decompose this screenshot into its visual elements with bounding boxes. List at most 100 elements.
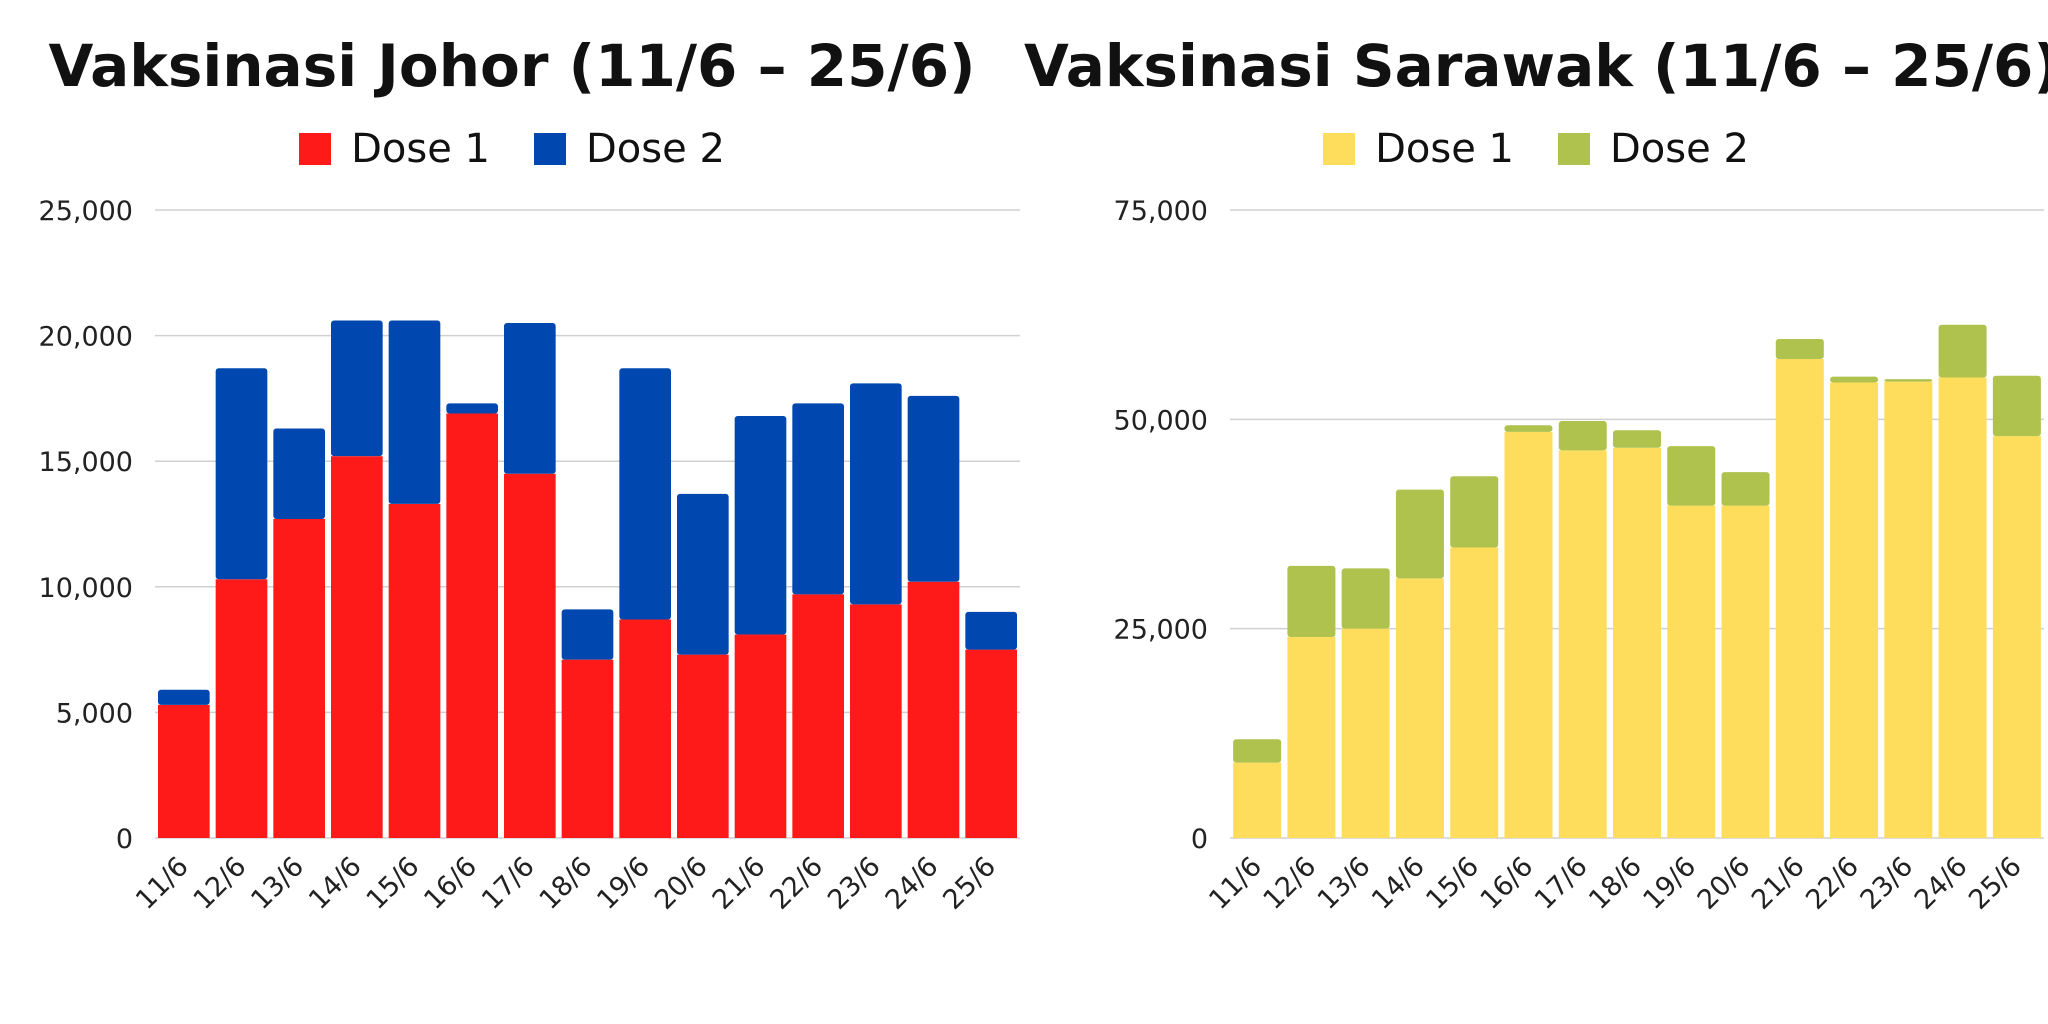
bar-dose-1 (388, 503, 441, 838)
x-tick-label: 21/6 (707, 851, 772, 916)
bar-dose-1 (273, 518, 325, 838)
x-tick-label: 18/6 (534, 851, 599, 916)
legend-swatch (1323, 133, 1356, 165)
x-tick-label: 21/6 (1746, 851, 1811, 916)
x-tick-label: 12/6 (188, 851, 253, 916)
legend-label: Dose 1 (1375, 126, 1514, 172)
y-tick-label: 25,000 (39, 196, 133, 227)
bar-dose-2 (907, 395, 960, 582)
bar-dose-2 (1558, 421, 1607, 451)
x-tick-label: 25/6 (937, 851, 1002, 916)
bar-dose-2 (1341, 568, 1390, 629)
johor-plot-area: 0 5,000 10,000 15,000 20,000 25,000 11/612/613… (39, 196, 1020, 916)
bar-dose-2 (1287, 565, 1336, 638)
x-tick-label: 17/6 (476, 851, 541, 916)
bar-dose-2 (1613, 430, 1661, 448)
bar-dose-1 (965, 649, 1017, 838)
bar-dose-2 (561, 609, 614, 660)
bar-dose-1 (792, 594, 844, 838)
sarawak-chart-panel: Vaksinasi Sarawak (11/6 – 25/6) Dose 1 D… (1024, 0, 2048, 1024)
bar-dose-1 (1992, 436, 2041, 838)
bar-dose-2 (734, 415, 787, 635)
legend-label: Dose 2 (1610, 126, 1749, 172)
legend-swatch (299, 133, 332, 165)
bar-dose-1 (850, 604, 902, 838)
x-tick-label: 22/6 (764, 851, 829, 916)
bar-dose-2 (1721, 472, 1770, 506)
bar-dose-1 (504, 473, 556, 838)
y-tick-label: 5,000 (56, 698, 133, 729)
bar-dose-1 (677, 654, 729, 838)
x-tick-label: 20/6 (649, 851, 714, 916)
sarawak-plot-area: 025,00050,00075,00011/612/613/614/615/61… (1114, 196, 2044, 916)
chart-legend: Dose 1 Dose 2 (1024, 126, 2048, 172)
x-tick-label: 25/6 (1963, 851, 2028, 916)
bar-dose-1 (561, 659, 614, 838)
bar-dose-2 (446, 403, 498, 414)
x-tick-label: 23/6 (1854, 851, 1919, 916)
chart-title: Vaksinasi Sarawak (11/6 – 25/6) (1024, 32, 2048, 100)
y-tick-label: 50,000 (1114, 405, 1208, 436)
x-tick-label: 13/6 (245, 851, 310, 916)
bar-dose-2 (1938, 324, 1987, 378)
legend-swatch (534, 133, 566, 165)
bar-dose-1 (1341, 628, 1390, 838)
bar-dose-2 (273, 428, 325, 519)
bar-dose-2 (1450, 476, 1499, 548)
bar-dose-2 (215, 368, 268, 580)
bar-dose-2 (388, 320, 441, 504)
x-tick-label: 11/6 (1203, 851, 1268, 916)
bar-dose-1 (1450, 547, 1499, 838)
legend-item-dose-1: Dose 1 (299, 126, 490, 172)
x-tick-label: 24/6 (1909, 851, 1974, 916)
bar-dose-2 (792, 403, 844, 595)
bar-dose-1 (1395, 578, 1444, 838)
bar-dose-2 (1395, 489, 1444, 579)
y-tick-label: 75,000 (1114, 196, 1208, 227)
legend-label: Dose 2 (586, 126, 725, 172)
bar-dose-1 (1775, 359, 1824, 838)
bar-dose-2 (1775, 338, 1824, 360)
x-tick-label: 18/6 (1583, 851, 1648, 916)
x-tick-label: 11/6 (130, 851, 195, 916)
bar-dose-2 (677, 493, 729, 655)
bar-dose-1 (1558, 450, 1607, 838)
legend-item-dose-1: Dose 1 (1323, 126, 1514, 172)
bar-dose-1 (1504, 431, 1553, 838)
bar-dose-1 (734, 634, 787, 838)
bar-dose-2 (158, 689, 210, 705)
x-tick-label: 15/6 (1420, 851, 1485, 916)
bar-dose-2 (1992, 375, 2041, 437)
x-tick-label: 17/6 (1529, 851, 1594, 916)
bar-dose-2 (1884, 379, 1933, 382)
bar-dose-1 (619, 619, 671, 838)
bar-dose-1 (1721, 505, 1770, 838)
bar-dose-1 (1667, 505, 1716, 838)
bar-dose-1 (1938, 377, 1987, 838)
bar-dose-1 (215, 579, 268, 838)
legend-item-dose-2: Dose 2 (534, 126, 725, 172)
chart-title: Vaksinasi Johor (11/6 – 25/6) (48, 32, 976, 100)
bar-dose-2 (1504, 425, 1553, 432)
bar-dose-1 (1233, 762, 1282, 838)
x-tick-label: 16/6 (418, 851, 483, 916)
bar-dose-2 (331, 320, 383, 457)
bar-dose-2 (850, 383, 902, 605)
bar-dose-2 (1233, 739, 1282, 763)
bar-dose-1 (1613, 447, 1661, 838)
y-tick-label: 25,000 (1114, 615, 1208, 646)
x-tick-label: 14/6 (303, 851, 368, 916)
chart-legend: Dose 1 Dose 2 (0, 126, 1024, 172)
x-tick-label: 20/6 (1692, 851, 1757, 916)
x-tick-label: 19/6 (1637, 851, 1702, 916)
x-tick-label: 19/6 (591, 851, 656, 916)
y-tick-label: 20,000 (39, 322, 133, 353)
y-tick-label: 10,000 (39, 573, 133, 604)
x-tick-label: 24/6 (880, 851, 945, 916)
x-tick-label: 23/6 (822, 851, 887, 916)
x-tick-label: 12/6 (1258, 851, 1323, 916)
x-tick-label: 15/6 (361, 851, 426, 916)
bar-dose-1 (1884, 381, 1933, 838)
bar-dose-2 (1830, 376, 1879, 383)
bar-dose-2 (619, 368, 671, 620)
